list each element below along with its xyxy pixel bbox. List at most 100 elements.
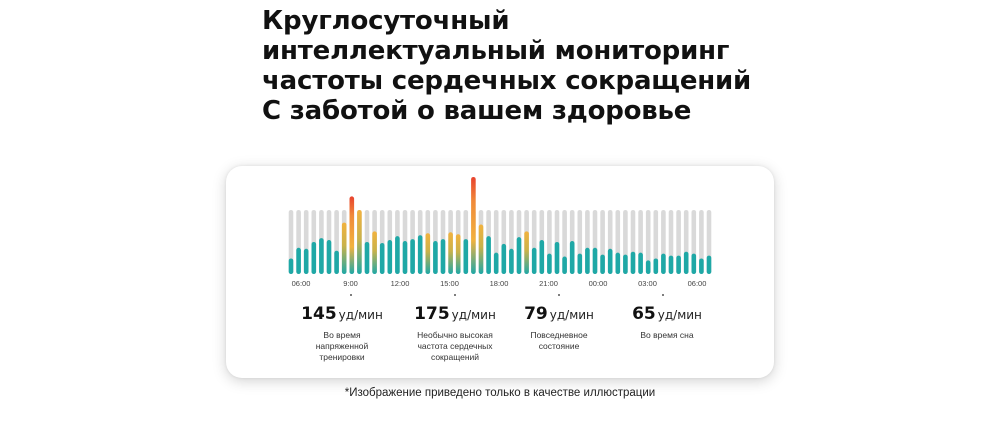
chart-bar — [417, 235, 423, 274]
tick-marker-dot — [454, 294, 456, 296]
x-tick-label: 03:00 — [638, 279, 657, 288]
heart-rate-card: 06:00 9:00 12:00 15:00 18:00 21:00 00:00 03:00 0… — [226, 166, 774, 378]
chart-bar — [623, 254, 628, 274]
chart-bar — [539, 240, 545, 274]
stat-desc-line: Во время сна — [640, 330, 694, 340]
chart-bar — [554, 241, 560, 274]
chart-bar — [311, 241, 317, 274]
chart-bar — [630, 251, 636, 274]
chart-bar — [683, 251, 689, 274]
tick-marker-dot — [350, 294, 352, 296]
stat-description: Необычно высокая частота сердечных сокра… — [400, 330, 510, 363]
tick-marker-dot — [558, 294, 560, 296]
chart-bar — [349, 196, 355, 274]
chart-bar — [387, 240, 393, 274]
stat-daily: 79 уд/мин Повседневное состояние — [514, 304, 604, 352]
stat-unit: уд/мин — [549, 308, 594, 322]
tick-marker-dot — [662, 294, 664, 296]
chart-bar — [569, 241, 575, 274]
chart-bar — [699, 258, 704, 274]
x-tick-label: 18:00 — [490, 279, 509, 288]
chart-bar — [501, 243, 507, 274]
chart-bar — [653, 258, 659, 274]
chart-bar — [478, 224, 484, 274]
chart-bar — [668, 255, 674, 274]
chart-bar — [440, 239, 446, 274]
chart-bar — [372, 231, 377, 274]
x-tick-label: 9:00 — [343, 279, 358, 288]
stat-value: 65 — [632, 304, 656, 324]
headline-line-2: интеллектуальный мониторинг — [262, 36, 730, 66]
chart-track — [645, 210, 651, 274]
stat-desc-line: состояние — [538, 341, 580, 351]
stat-training: 145 уд/мин Во время напряженной тренировк… — [294, 304, 390, 363]
chart-bar — [364, 241, 370, 274]
stat-unit: уд/мин — [338, 308, 383, 322]
stat-value: 145 — [301, 304, 337, 324]
chart-track — [699, 210, 704, 274]
chart-bar — [296, 247, 301, 274]
x-tick-label: 06:00 — [292, 279, 311, 288]
chart-track — [288, 210, 294, 274]
chart-bar — [638, 252, 643, 274]
chart-bar — [600, 254, 605, 274]
chart-bar — [676, 255, 681, 274]
stat-desc-line: сокращений — [430, 352, 480, 362]
x-tick-label: 00:00 — [589, 279, 608, 288]
chart-bar — [410, 239, 415, 274]
chart-bar — [433, 241, 438, 274]
chart-bar — [395, 236, 400, 274]
chart-bar — [562, 256, 567, 274]
stat-sleep: 65 уд/мин Во время сна — [622, 304, 712, 341]
chart-bar — [288, 258, 294, 274]
headline-line-1: Круглосуточный — [262, 6, 510, 36]
chart-bar — [645, 260, 651, 274]
stat-unit: уд/мин — [657, 308, 702, 322]
chart-bar — [585, 247, 590, 274]
stat-description: Повседневное состояние — [514, 330, 604, 352]
chart-bar — [592, 247, 598, 274]
chart-bar — [402, 241, 408, 274]
chart-bar — [661, 253, 666, 274]
chart-bar — [524, 231, 529, 274]
heart-rate-chart: 06:00 9:00 12:00 15:00 18:00 21:00 00:00 03:00 0… — [288, 177, 712, 296]
x-tick-label: 15:00 — [440, 279, 459, 288]
footnote: *Изображение приведено только в качестве… — [344, 387, 656, 399]
chart-bar — [706, 255, 712, 274]
x-tick-label: 21:00 — [539, 279, 558, 288]
chart-bar — [691, 253, 697, 274]
x-tick-label: 06:00 — [688, 279, 707, 288]
stat-desc-line: Повседневное — [530, 330, 588, 340]
chart-bar — [607, 248, 613, 274]
stat-desc-line: частота сердечных — [417, 341, 493, 351]
chart-bar — [326, 240, 332, 274]
chart-bar — [486, 236, 491, 274]
stat-unit: уд/мин — [451, 308, 496, 322]
stat-desc-line: Во время — [323, 330, 361, 340]
chart-bar — [471, 177, 476, 274]
stat-value: 175 — [414, 304, 450, 324]
chart-bar — [357, 209, 362, 274]
chart-bar — [531, 247, 537, 274]
chart-bar — [463, 239, 469, 274]
chart-bar — [425, 233, 431, 274]
chart-bar — [455, 234, 461, 274]
stat-value: 79 — [524, 304, 548, 324]
stat-description: Во время напряженной тренировки — [294, 330, 390, 363]
chart-bar — [509, 248, 514, 274]
chart-bar — [615, 252, 621, 274]
headline-line-3: частоты сердечных сокращений — [262, 66, 752, 96]
stat-desc-line: тренировки — [319, 352, 365, 362]
x-tick-label: 12:00 — [391, 279, 410, 288]
stat-description: Во время сна — [622, 330, 712, 341]
chart-bar — [303, 248, 309, 274]
chart-bar — [516, 237, 522, 274]
headline-line-4: С заботой о вашем здоровье — [262, 96, 692, 126]
chart-track — [653, 210, 659, 274]
chart-bar — [577, 253, 583, 274]
stat-abnormal-high: 175 уд/мин Необычно высокая частота серде… — [400, 304, 510, 363]
chart-bar — [334, 250, 339, 274]
chart-bar — [379, 242, 385, 274]
stat-desc-line: Необычно высокая — [417, 330, 493, 340]
chart-bar — [341, 222, 347, 274]
